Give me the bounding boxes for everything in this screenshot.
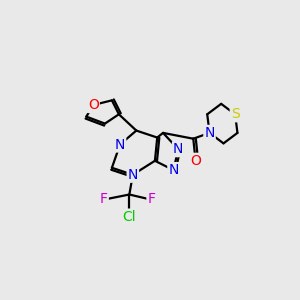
Text: F: F xyxy=(100,192,108,206)
Text: N: N xyxy=(173,142,183,156)
Text: O: O xyxy=(88,98,99,112)
Text: Cl: Cl xyxy=(122,210,136,224)
Text: O: O xyxy=(190,154,201,168)
Text: F: F xyxy=(147,192,155,206)
Text: S: S xyxy=(231,107,239,121)
Text: N: N xyxy=(204,126,215,140)
Text: N: N xyxy=(128,168,138,182)
Text: N: N xyxy=(115,137,125,152)
Text: N: N xyxy=(168,163,179,177)
